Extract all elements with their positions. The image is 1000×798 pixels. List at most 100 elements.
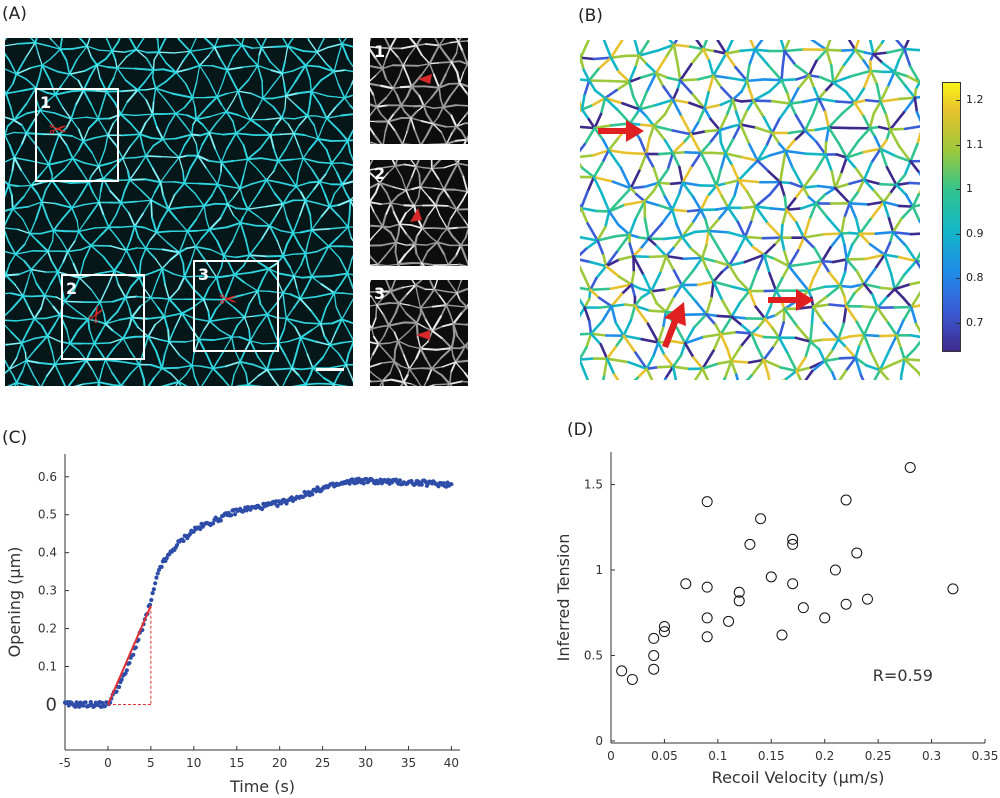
cell-edge	[316, 341, 331, 346]
cell-edge	[461, 190, 468, 202]
cell-edge	[622, 334, 637, 354]
cell-edge	[237, 90, 252, 95]
cell-edge	[377, 263, 389, 266]
cell-edge	[736, 277, 751, 293]
cell-edge	[390, 202, 395, 214]
cell-edge	[796, 236, 806, 252]
cell-edge	[753, 48, 771, 68]
cell-edge	[592, 149, 610, 157]
cell-edge	[82, 140, 93, 154]
cell-edge	[72, 157, 86, 164]
cell-edge	[863, 51, 875, 56]
cell-edge	[31, 294, 46, 298]
cell-edge	[298, 199, 307, 218]
cell-edge	[233, 361, 241, 376]
cell-edge	[609, 40, 624, 59]
cell-edge	[226, 197, 235, 205]
cell-edge	[201, 131, 211, 146]
cell-edge	[441, 228, 449, 235]
cell-edge	[583, 306, 591, 323]
cell-edge	[194, 318, 211, 323]
cell-edge	[315, 245, 330, 253]
cell-edge	[701, 349, 715, 370]
inset-label-1: 1	[374, 42, 386, 61]
cell-edge	[703, 107, 712, 121]
cell-edge	[104, 134, 109, 151]
cell-edge	[858, 232, 872, 246]
cell-edge	[460, 236, 467, 247]
cell-edge	[370, 75, 377, 82]
cell-edge	[183, 96, 194, 109]
cell-edge	[784, 139, 796, 153]
cell-edge	[417, 296, 422, 309]
data-point	[154, 575, 159, 580]
cell-edge	[657, 168, 670, 185]
cell-edge	[419, 306, 434, 309]
cell-edge	[402, 381, 408, 386]
cell-edge	[589, 319, 604, 336]
cell-edge	[15, 370, 24, 384]
cell-edge	[98, 201, 105, 216]
cell-edge	[466, 188, 468, 193]
cell-edge	[99, 170, 104, 180]
cell-edge	[193, 192, 205, 207]
cell-edge	[774, 307, 786, 317]
cell-edge	[386, 263, 399, 266]
cell-edge	[299, 288, 307, 300]
cell-edge	[748, 143, 759, 162]
cell-edge	[233, 264, 245, 276]
cell-edge	[242, 144, 249, 161]
cell-edge	[98, 148, 106, 167]
cell-edge	[690, 47, 705, 66]
cell-edge	[281, 70, 294, 75]
cell-edge	[666, 76, 682, 82]
cell-edge	[7, 207, 14, 219]
cell-edge	[52, 133, 60, 153]
cell-edge	[285, 317, 305, 324]
cell-edge	[54, 85, 62, 96]
data-point	[436, 484, 441, 489]
y-tick-label: 0.5	[38, 508, 57, 522]
cell-edge	[151, 167, 162, 184]
cell-edge	[453, 188, 468, 193]
cell-edge	[451, 235, 462, 247]
cell-edge	[822, 321, 840, 341]
cell-edge	[430, 356, 443, 370]
cell-edge	[244, 339, 252, 352]
cell-edge	[756, 317, 767, 329]
cell-edge	[39, 109, 52, 125]
cell-edge	[144, 113, 154, 124]
cell-edge	[247, 205, 267, 210]
cell-edge	[159, 297, 170, 300]
cell-edge	[143, 287, 152, 299]
cell-edge	[427, 329, 434, 343]
cell-edge	[438, 82, 451, 89]
cell-edge	[688, 45, 705, 51]
cell-edge	[623, 303, 637, 308]
cell-edge	[879, 182, 898, 187]
cell-edge	[762, 78, 783, 82]
cell-edge	[333, 70, 340, 85]
cell-edge	[5, 180, 10, 186]
cell-edge	[781, 264, 791, 280]
cell-edge	[128, 165, 140, 181]
cell-edge	[454, 351, 463, 364]
x-tick-label: 25	[315, 756, 330, 770]
cell-edge	[607, 203, 627, 213]
cell-edge	[633, 304, 652, 312]
cell-edge	[680, 222, 694, 239]
cell-edge	[735, 330, 753, 335]
cell-edge	[5, 308, 12, 317]
cell-edge	[287, 123, 295, 135]
cell-edge	[848, 178, 866, 186]
cell-edge	[53, 112, 72, 120]
cell-edge	[130, 305, 141, 319]
y-tick-label: 0.2	[38, 622, 57, 636]
cell-edge	[110, 383, 122, 386]
cell-edge	[268, 225, 282, 232]
cell-edge	[145, 87, 157, 91]
cell-edge	[724, 40, 734, 55]
cell-edge	[129, 276, 141, 288]
cell-edge	[385, 87, 394, 99]
cell-edge	[349, 196, 353, 201]
